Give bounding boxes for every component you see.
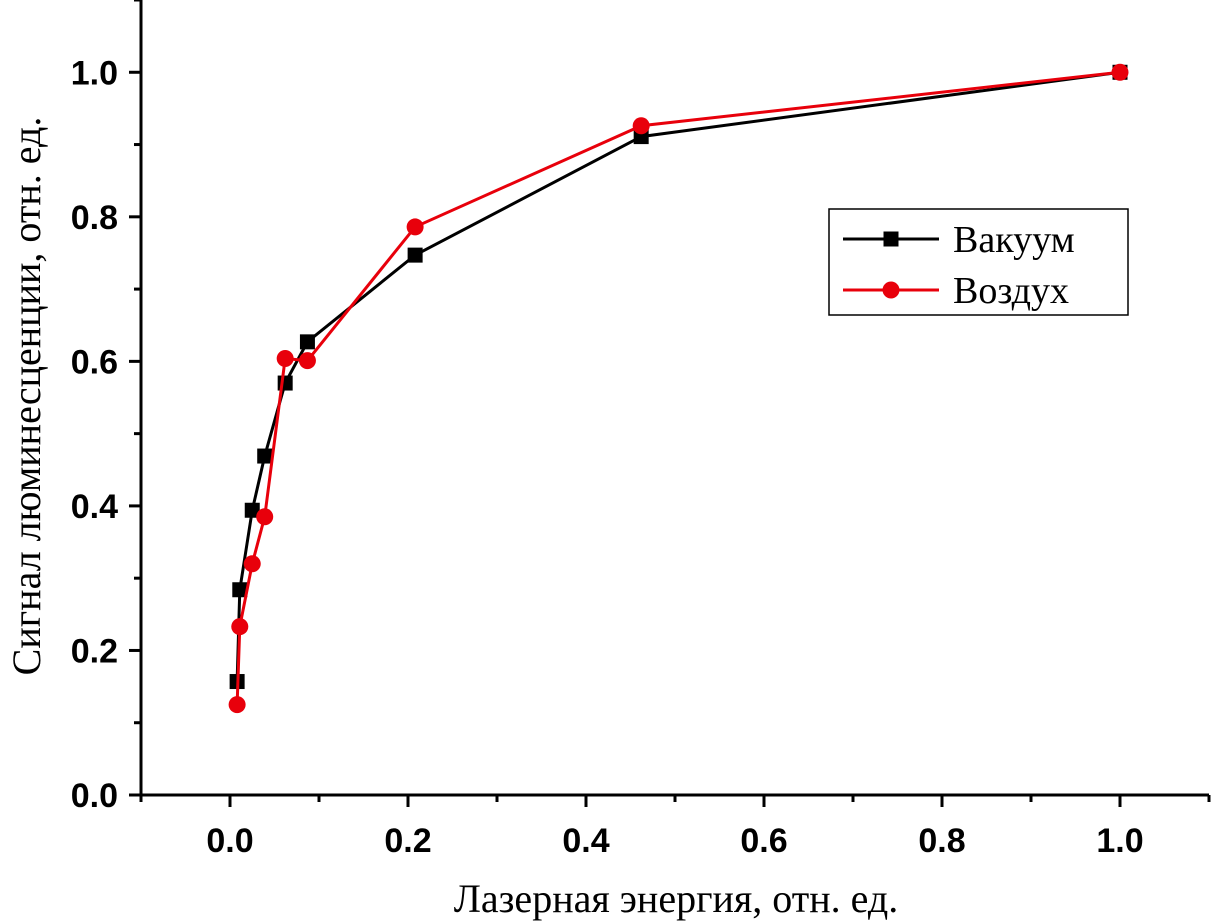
- data-point-circle: [231, 618, 249, 636]
- legend: Вакуум Воздух: [828, 208, 1129, 316]
- data-point-square: [407, 247, 423, 263]
- series-line: [235, 70, 1121, 682]
- y-axis-title: Сигнал люминесценции, отн. ед.: [4, 117, 49, 676]
- y-tick-label: 0.8: [71, 199, 118, 237]
- x-tick-label: 1.0: [1096, 822, 1143, 860]
- series-line: [235, 70, 1121, 705]
- x-tick-label: 0.4: [562, 822, 609, 860]
- y-tick-label: 0.4: [71, 488, 118, 526]
- data-point-circle: [1111, 63, 1129, 81]
- data-point-square: [244, 502, 260, 518]
- series-1: [229, 64, 1128, 690]
- series-layer: [228, 63, 1129, 714]
- series-2: [228, 63, 1129, 714]
- data-point-circle: [406, 218, 424, 236]
- y-tick-label: 1.0: [71, 54, 118, 92]
- legend-marker-square: [883, 231, 899, 247]
- axes: 0.0 0.2 0.4 0.6 0.8 1.0 0.0 0.2 0.4 0.6 0.8 1.0: [71, 0, 1211, 860]
- data-point-circle: [632, 117, 650, 135]
- data-point-circle: [256, 508, 274, 526]
- legend-marker-circle: [882, 281, 900, 299]
- x-tick-label: 0.2: [384, 822, 431, 860]
- data-point-square: [299, 334, 315, 350]
- legend-label: Воздух: [953, 270, 1069, 312]
- y-tick-label: 0.2: [71, 632, 118, 670]
- x-tick-label: 0.0: [206, 822, 253, 860]
- x-tick-label: 0.6: [740, 822, 787, 860]
- x-axis-title: Лазерная энергия, отн. ед.: [454, 876, 898, 921]
- y-tick-label: 0.6: [71, 343, 118, 381]
- x-tick-label: 0.8: [918, 822, 965, 860]
- data-point-square: [232, 582, 248, 598]
- data-point-circle: [243, 555, 261, 573]
- data-point-square: [257, 448, 273, 464]
- legend-label: Вакуум: [953, 219, 1075, 261]
- data-point-circle: [228, 696, 246, 714]
- y-tick-label: 0.0: [71, 777, 118, 815]
- legend-box: [828, 208, 1129, 316]
- data-point-circle: [298, 352, 316, 370]
- data-point-circle: [276, 349, 294, 367]
